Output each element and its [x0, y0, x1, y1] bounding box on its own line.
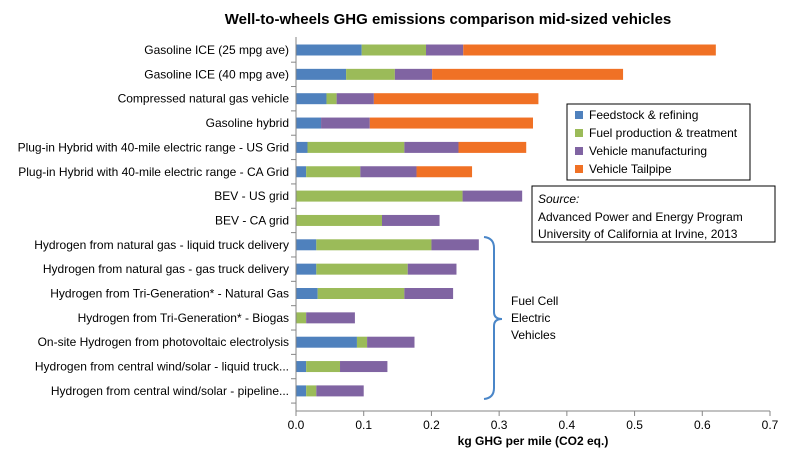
legend-swatch — [575, 111, 583, 119]
bar-segment — [462, 190, 523, 202]
legend: Feedstock & refining Fuel production & tr… — [566, 103, 751, 181]
category-label: Hydrogen from natural gas - liquid truck… — [34, 238, 289, 252]
bar-segment — [458, 141, 527, 153]
category-label: Gasoline ICE (40 mpg ave) — [144, 67, 289, 81]
bar-segment — [317, 288, 405, 299]
bracket-path — [483, 236, 503, 400]
bar-segment — [361, 44, 427, 56]
bar-segment — [394, 68, 433, 80]
legend-swatch — [575, 147, 583, 155]
chart-title: Well-to-wheels GHG emissions comparison … — [225, 11, 672, 28]
bar-segment — [296, 214, 382, 226]
bar-segment — [306, 166, 361, 178]
bar-segment — [316, 385, 364, 397]
bar-segment — [346, 68, 395, 80]
x-tick-label: 0.0 — [288, 418, 305, 432]
bar-segment — [296, 141, 308, 153]
x-tick-label: 0.7 — [762, 418, 779, 432]
bar-segment — [432, 68, 624, 80]
bar-segment — [381, 214, 440, 226]
category-label: Gasoline hybrid — [206, 116, 289, 130]
x-axis: 0.0 0.1 0.2 0.3 0.4 0.5 0.6 0.7 — [288, 37, 779, 432]
bar-segment — [296, 239, 317, 251]
bar-segment — [321, 117, 370, 129]
legend-items: Feedstock & refining Fuel production & tr… — [575, 108, 738, 176]
bar-segment — [296, 336, 357, 348]
bar-segment — [306, 312, 355, 324]
bar-segment — [306, 385, 317, 397]
bar-segment — [369, 117, 533, 129]
bar-segment — [296, 68, 347, 80]
source-box: Source: Advanced Power and Energy Progra… — [531, 185, 776, 243]
fcv-bracket: Fuel Cell Electric Vehicles — [483, 236, 558, 400]
category-label: Hydrogen from central wind/solar - liqui… — [35, 360, 289, 374]
category-label: Hydrogen from central wind/solar - pipel… — [51, 384, 289, 398]
x-tick-label: 0.5 — [626, 418, 643, 432]
category-label: Hydrogen from Tri-Generation* - Natural … — [50, 287, 289, 301]
source-line-2: University of California at Irvine, 2013 — [538, 227, 738, 241]
bar-segment — [360, 166, 417, 178]
bar-segment — [296, 361, 307, 373]
bar-segment — [426, 44, 464, 56]
x-tick-label: 0.6 — [694, 418, 711, 432]
source-heading: Source: — [538, 192, 579, 206]
bar-segment — [296, 288, 318, 299]
category-label: Gasoline ICE (25 mpg ave) — [144, 43, 289, 57]
bar-segment — [431, 239, 479, 251]
legend-swatch — [575, 165, 583, 173]
legend-box — [566, 103, 751, 181]
category-label: Hydrogen from Tri-Generation* - Biogas — [78, 311, 289, 325]
legend-label: Fuel production & treatment — [589, 126, 738, 140]
bar-segment — [296, 263, 317, 275]
category-labels: Gasoline ICE (25 mpg ave) Gasoline ICE (4… — [18, 43, 290, 398]
category-label: On-site Hydrogen from photovoltaic elect… — [38, 335, 289, 349]
bar-segment — [316, 239, 432, 251]
bracket-label-line-3: Vehicles — [511, 328, 556, 342]
bar-segment — [404, 141, 459, 153]
bar-segment — [463, 44, 716, 56]
legend-label: Vehicle Tailpipe — [589, 162, 672, 176]
legend-label: Vehicle manufacturing — [589, 144, 707, 158]
bar-segment — [307, 141, 405, 153]
bar-segment — [336, 93, 374, 105]
bar-segment — [296, 190, 463, 202]
legend-swatch — [575, 129, 583, 137]
source-frame — [531, 185, 776, 243]
bar-segment — [356, 336, 368, 348]
bar-segment — [416, 166, 473, 178]
x-tick-label: 0.2 — [423, 418, 440, 432]
bar-segment — [407, 263, 457, 275]
x-tick-label: 0.4 — [559, 418, 576, 432]
category-label: Plug-in Hybrid with 40-mile electric ran… — [18, 165, 289, 179]
category-label: Compressed natural gas vehicle — [118, 92, 290, 106]
bars — [296, 44, 716, 397]
bracket-label-line-1: Fuel Cell — [511, 294, 558, 308]
x-axis-label: kg GHG per mile (CO2 eq.) — [458, 434, 609, 448]
x-tick-label: 0.1 — [355, 418, 372, 432]
bar-segment — [296, 117, 322, 129]
bracket-label-line-2: Electric — [511, 311, 550, 325]
category-label: BEV - CA grid — [215, 213, 289, 227]
bar-segment — [296, 385, 307, 397]
bar-segment — [326, 93, 337, 105]
category-label: Plug-in Hybrid with 40-mile electric ran… — [18, 140, 289, 154]
bar-segment — [340, 361, 388, 373]
bar-segment — [373, 93, 539, 105]
legend-label: Feedstock & refining — [589, 108, 698, 122]
bar-segment — [296, 44, 362, 56]
bar-segment — [367, 336, 415, 348]
bar-segment — [296, 166, 307, 178]
category-label: Hydrogen from natural gas - gas truck de… — [43, 262, 289, 276]
category-label: BEV - US grid — [214, 189, 289, 203]
source-line-1: Advanced Power and Energy Program — [538, 210, 743, 224]
bar-segment — [316, 263, 408, 275]
bar-segment — [296, 93, 327, 105]
bar-segment — [404, 288, 454, 299]
x-tick-label: 0.3 — [491, 418, 508, 432]
bar-segment — [306, 361, 341, 373]
bar-segment — [296, 312, 307, 324]
